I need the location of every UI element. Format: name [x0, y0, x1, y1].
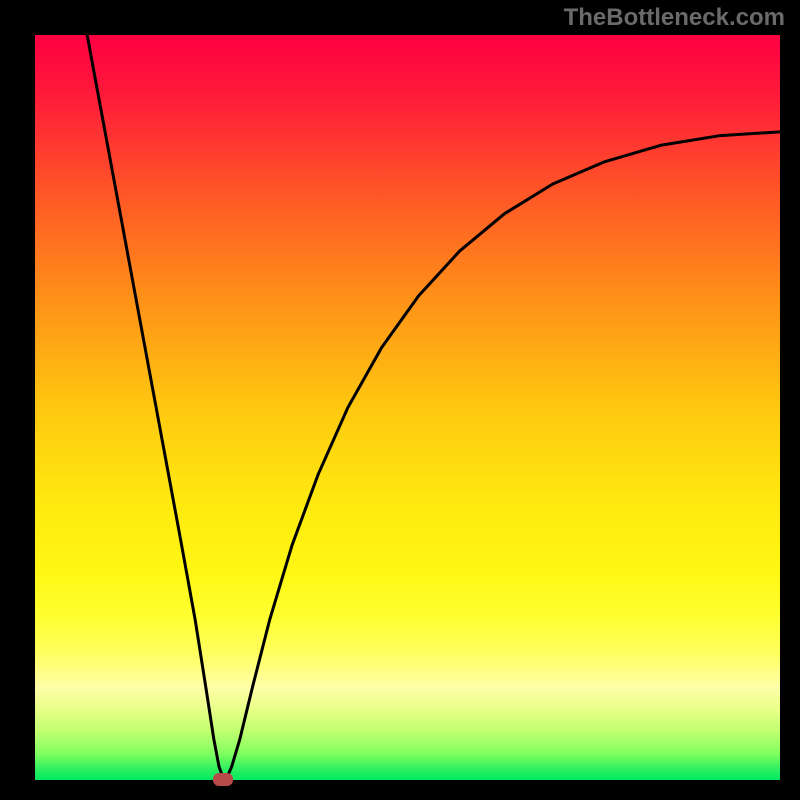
chart-svg: [0, 0, 800, 800]
watermark-text: TheBottleneck.com: [564, 4, 785, 32]
bottleneck-marker: [213, 773, 233, 786]
bottleneck-curve: [87, 35, 780, 777]
chart-container: TheBottleneck.com: [0, 0, 800, 800]
